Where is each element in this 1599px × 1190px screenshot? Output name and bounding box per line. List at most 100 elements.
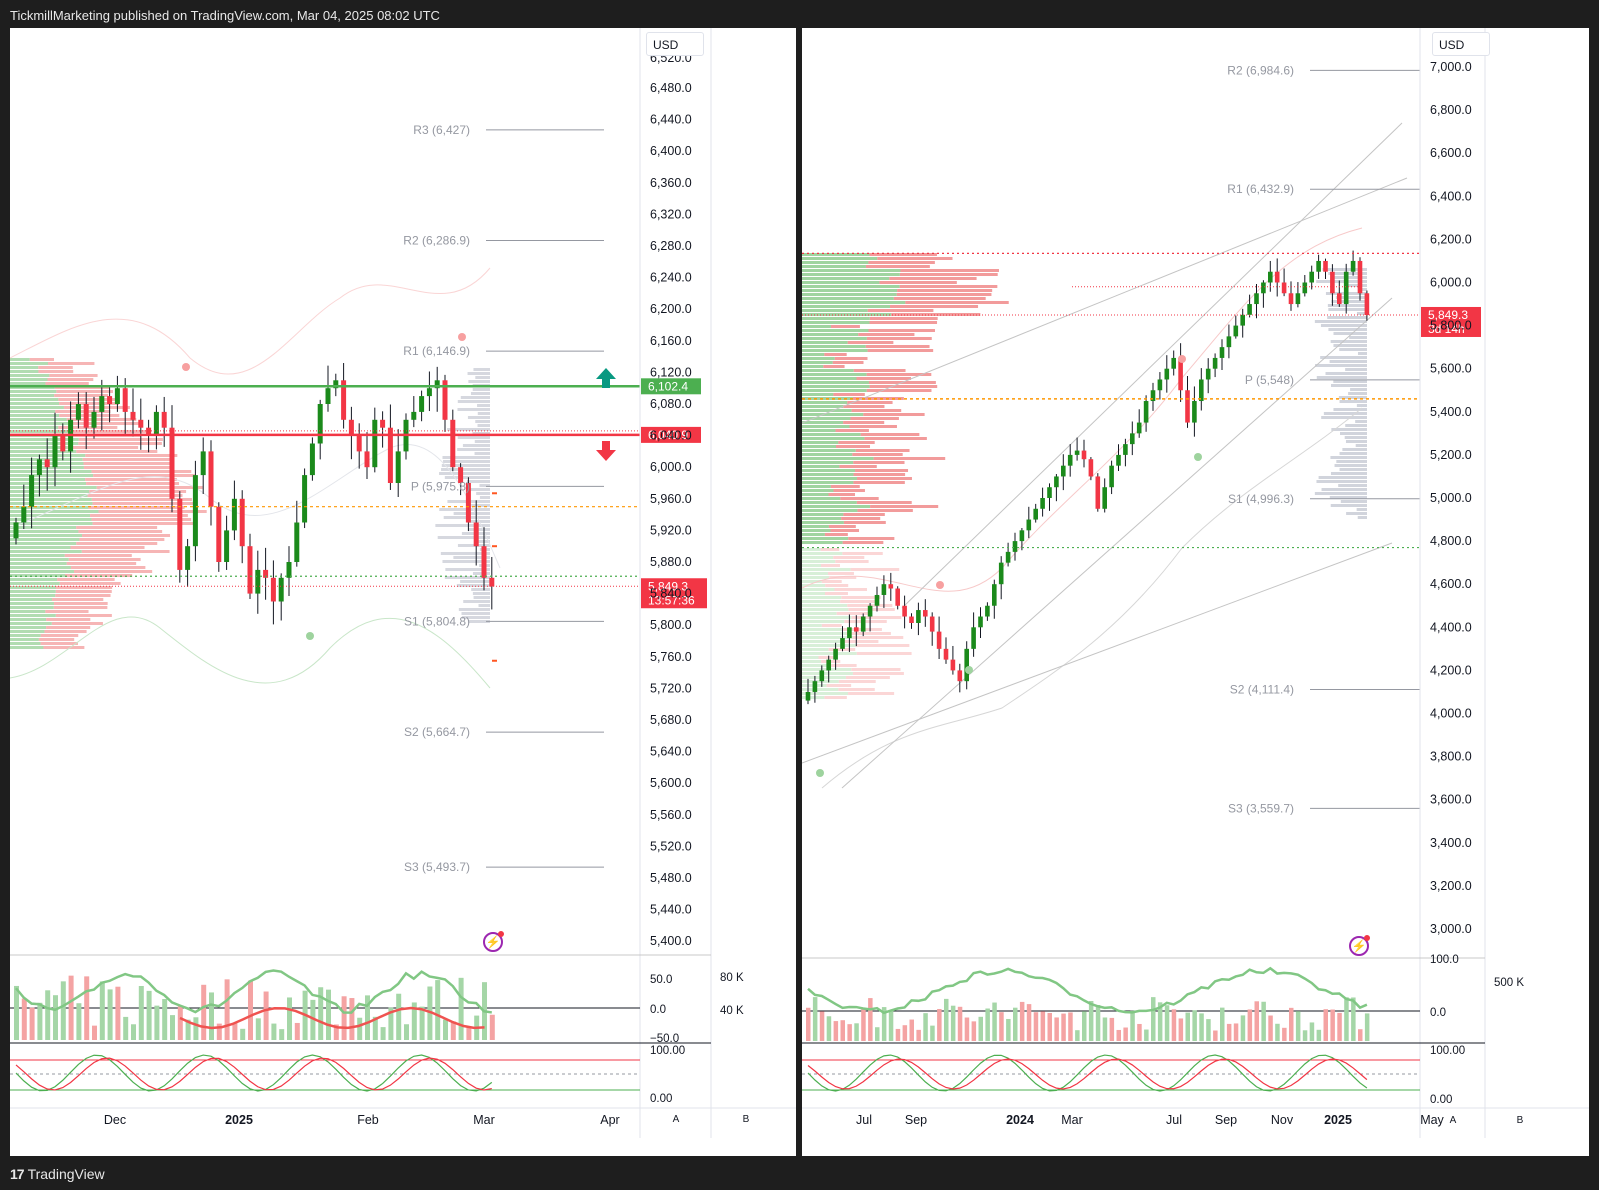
candle-up [434, 380, 440, 389]
currency-selector[interactable]: USD [646, 32, 704, 56]
axis-log-button[interactable]: B [742, 1114, 750, 1125]
time-axis[interactable]: Jul Sep 2024 Mar Jul Sep Nov 2025 May [802, 1107, 1589, 1127]
volume-bar [1137, 1023, 1142, 1041]
candle-up [192, 475, 198, 547]
volume-bar [819, 1011, 825, 1041]
volume-bar [944, 998, 949, 1041]
axis-auto-button[interactable]: A [1449, 1115, 1457, 1126]
profile-bar-up [802, 521, 844, 524]
profile-bar-down [853, 473, 906, 476]
candle-up [1171, 357, 1176, 369]
profile-bar-up [802, 541, 843, 544]
profile-bar-down [835, 560, 869, 563]
candle-down [1095, 476, 1101, 509]
bolt-icon[interactable]: ⚡ [1349, 935, 1370, 956]
price-axis[interactable]: 7,000.0 6,800.0 6,600.0 6,400.0 6,200.0 6,000… [1419, 28, 1486, 1138]
profile-bar-down [897, 289, 993, 292]
price-tick: 5,480.0 [650, 871, 692, 885]
candle-up [99, 396, 105, 412]
volume-bar [177, 1006, 183, 1040]
candle-up [419, 396, 425, 412]
volume-bar [310, 999, 316, 1040]
price-tick: 3,400.0 [1430, 836, 1472, 850]
session-profile-bar [1335, 296, 1367, 299]
candle-down [458, 467, 464, 483]
session-profile-bar [1321, 488, 1367, 491]
price-tick: 5,920.0 [650, 523, 692, 537]
profile-bar-up [802, 321, 870, 324]
candle-up [36, 459, 42, 476]
axis-log-button[interactable]: B [1516, 1115, 1524, 1126]
axis-auto-button[interactable]: A [672, 1114, 680, 1125]
profile-bar-down [55, 410, 111, 413]
right-chart-panel[interactable]: 5,849.3 3d 14h R2 (6,984.6) R1 (6,432.9) P … [802, 28, 1589, 1156]
pivot-label: S3 (5,493.7) [404, 860, 470, 874]
price-tick: 5,800.0 [650, 618, 692, 632]
profile-bar-down [893, 297, 986, 300]
profile-bar-down [821, 624, 842, 627]
profile-bar-down [827, 572, 854, 575]
profile-bar-up [10, 446, 68, 449]
session-profile-bar [1346, 512, 1367, 515]
currency-selector[interactable]: USD [1432, 32, 1490, 56]
right-chart-canvas[interactable]: 5,849.33d 14h R2 (6,984.6) R1 (6,432.9) P … [802, 28, 1589, 1156]
profile-bar-down [841, 517, 881, 520]
volume-bar [396, 993, 402, 1040]
left-chart-panel[interactable]: 6,102.4 6,040.9 5,849.3 13:57:36 R3 (6,427)… [10, 28, 796, 1156]
profile-bar-up [802, 265, 866, 268]
session-profile-bar [1339, 452, 1367, 455]
volume-bar [1351, 997, 1356, 1041]
volume-bar [1033, 1012, 1039, 1041]
profile-bar-up [10, 410, 56, 413]
volume-profile-right [802, 253, 1367, 699]
volume-bar [1116, 1029, 1121, 1041]
volume-bar [1358, 1029, 1363, 1041]
session-profile-bar [1357, 352, 1367, 355]
candle-up [91, 411, 97, 428]
candle-down [169, 427, 175, 499]
profile-bar-up [802, 608, 849, 611]
profile-bar-up [802, 401, 848, 404]
profile-bar-up [10, 382, 46, 385]
candle-up [278, 577, 284, 602]
profile-bar-down [839, 465, 877, 468]
session-profile-bar [1350, 388, 1367, 391]
profile-bar-down [55, 614, 112, 617]
bolt-icon[interactable]: ⚡ [483, 931, 504, 952]
profile-bar-up [802, 509, 858, 512]
profile-bar-down [51, 598, 104, 601]
volume-bar [318, 987, 324, 1040]
price-tick: 5,760.0 [650, 650, 692, 664]
profile-bar-up [802, 409, 852, 412]
session-profile-bar [1331, 428, 1367, 431]
profile-bar-down [43, 646, 85, 649]
profile-bar-up [10, 402, 60, 405]
profile-bar-down [842, 541, 884, 544]
profile-bar-down [834, 357, 868, 360]
profile-bar-down [900, 269, 999, 272]
candle-down [263, 569, 269, 578]
profile-bar-up [802, 293, 897, 296]
session-profile-bar [1336, 460, 1367, 463]
profile-bar-up [10, 646, 44, 649]
key-levels: 5,849.33d 14h [802, 252, 1481, 777]
session-profile-bar [1330, 340, 1367, 343]
profile-bar-up [802, 696, 825, 699]
volume-bar [1068, 1012, 1073, 1041]
profile-bar-down [869, 385, 938, 388]
tradingview-logo[interactable]: 17 TradingView [10, 1166, 105, 1182]
trend-lines [802, 122, 1408, 789]
profile-bar-down [46, 626, 91, 629]
candle-up [1316, 260, 1321, 272]
profile-bar-up [10, 398, 59, 401]
session-profile-bar [468, 528, 490, 531]
candle-up [75, 404, 81, 420]
candle-up [1350, 260, 1356, 272]
time-axis[interactable]: Dec 2025 Feb Mar Apr [10, 1107, 796, 1127]
price-axis[interactable]: 6,520.06,480.06,440.06,400.06,360.06,320… [639, 28, 712, 1138]
volume-bar [902, 1025, 908, 1041]
profile-bar-up [802, 612, 837, 615]
candle-up [985, 605, 990, 617]
left-chart-canvas[interactable]: 6,102.4 6,040.9 5,849.313:57:36 R3 (6,427)… [10, 28, 796, 1156]
profile-bar-down [840, 600, 879, 603]
